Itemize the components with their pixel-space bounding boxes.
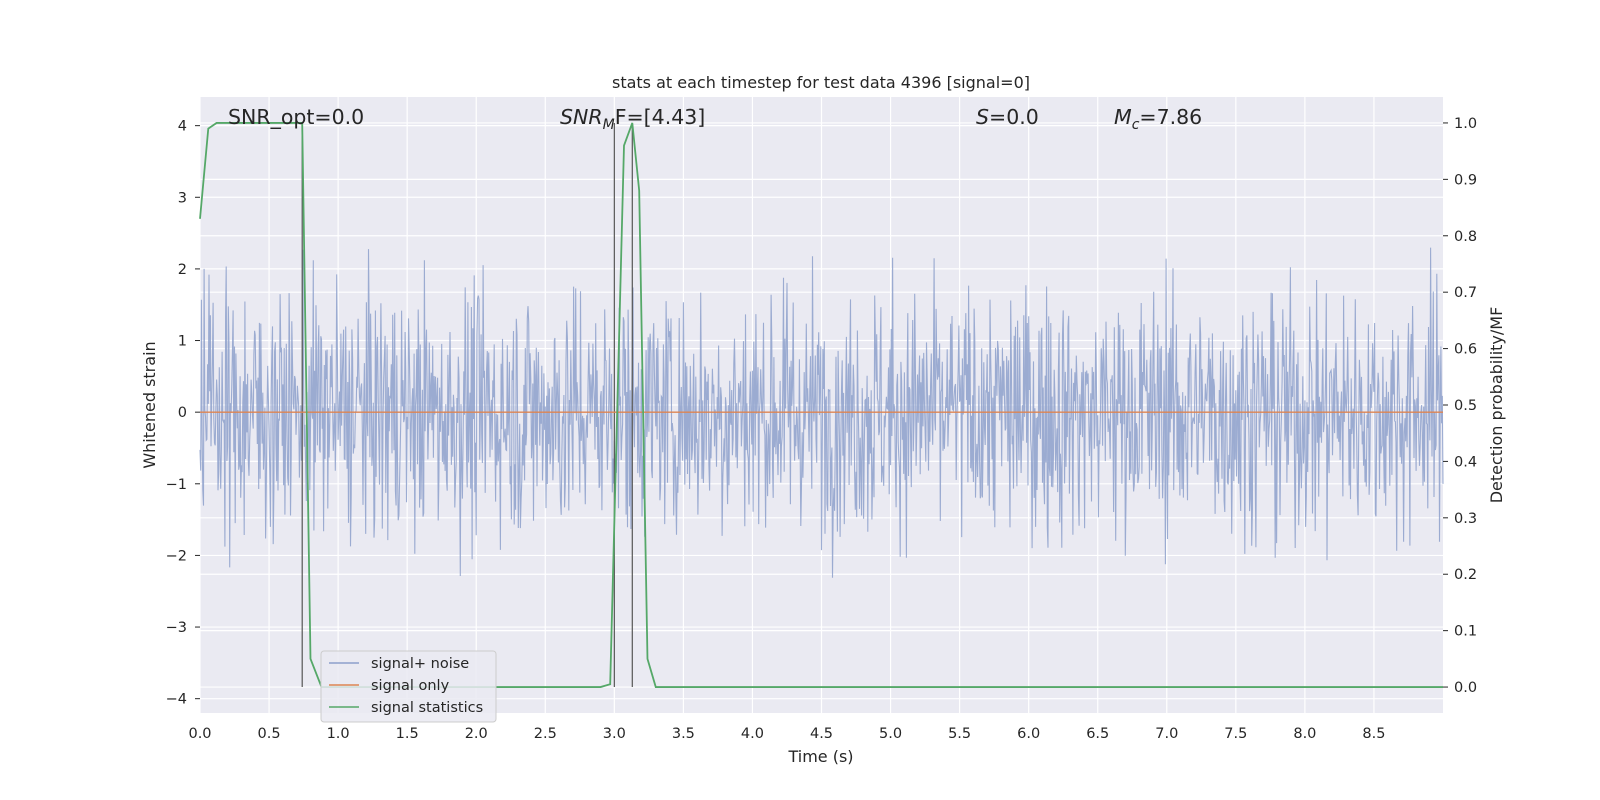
x-tick-label: 7.0 [1155, 726, 1178, 742]
y-right-tick-label: 0.2 [1454, 567, 1477, 583]
legend-label-signal-noise: signal+ noise [371, 656, 469, 672]
x-tick-label: 6.0 [1017, 726, 1040, 742]
s-value: =0.0 [989, 105, 1039, 129]
y-right-tick-label: 0.7 [1454, 285, 1477, 301]
x-tick-label: 4.5 [810, 726, 833, 742]
mc-value: =7.86 [1139, 105, 1202, 129]
x-tick-label: 7.5 [1224, 726, 1247, 742]
x-tick-label: 4.0 [741, 726, 764, 742]
y-tick-label: 3 [178, 190, 187, 206]
y-right-tick-label: 0.0 [1454, 680, 1477, 696]
x-tick-label: 2.0 [465, 726, 488, 742]
y-tick-label: −3 [166, 620, 187, 636]
x-tick-label: 2.5 [534, 726, 557, 742]
y-right-tick-label: 0.9 [1454, 172, 1477, 188]
x-tick-label: 1.5 [396, 726, 419, 742]
line-series-layer [199, 122, 1443, 688]
snr-mf-main: SNR [560, 105, 603, 129]
snr-opt-annotation: SNR_opt=0.0 [228, 105, 364, 130]
y-tick-label: −2 [166, 548, 187, 564]
x-tick-label: 5.5 [948, 726, 971, 742]
y-tick-label: 1 [178, 334, 187, 350]
x-tick-label: 3.0 [603, 726, 626, 742]
mc-sub: c [1132, 117, 1140, 133]
y-right-tick-label: 0.6 [1454, 342, 1477, 358]
x-tick-label: 3.5 [672, 726, 695, 742]
signal-plus-noise-series [199, 247, 1444, 578]
signal-plus-noise-line [199, 247, 1444, 578]
snr-mf-annotation: SNRMF=[4.43] [560, 105, 705, 133]
y-tick-label: 0 [178, 405, 187, 421]
snr-mf-rest: F=[4.43] [615, 105, 706, 129]
mc-main: M [1114, 105, 1132, 129]
y-right-tick-label: 0.3 [1454, 511, 1477, 527]
legend-label-signal-statistics: signal statistics [371, 700, 483, 716]
x-tick-label: 6.5 [1086, 726, 1109, 742]
snr-mf-sub: M [603, 117, 615, 133]
legend: signal+ noise signal only signal statist… [320, 650, 497, 723]
legend-label-signal-only: signal only [371, 678, 450, 694]
y-tick-label: −4 [166, 692, 187, 708]
y-tick-label: 2 [178, 262, 187, 278]
x-tick-label: 5.0 [879, 726, 902, 742]
s-symbol: S [976, 105, 989, 129]
y-right-tick-label: 0.8 [1454, 229, 1477, 245]
legend-box [320, 650, 497, 723]
y-right-tick-label: 1.0 [1454, 116, 1477, 132]
x-tick-label: 8.0 [1293, 726, 1316, 742]
mc-annotation: Mc=7.86 [1114, 105, 1202, 133]
x-tick-label: 1.0 [327, 726, 350, 742]
y-tick-label: −1 [166, 477, 187, 493]
x-axis-label: Time (s) [787, 747, 853, 766]
y-axis-label: Whitened strain [140, 341, 159, 468]
signal-statistics-line [199, 122, 1443, 688]
y-right-tick-label: 0.1 [1454, 624, 1477, 640]
y-right-tick-label: 0.5 [1454, 398, 1477, 414]
y-right-tick-label: 0.4 [1454, 454, 1477, 470]
y-tick-label: 4 [178, 119, 187, 135]
x-tick-label: 0.0 [188, 726, 211, 742]
vertical-markers [301, 122, 633, 688]
x-tick-label: 0.5 [258, 726, 281, 742]
tick-labels: 0.0 0.5 1.0 1.5 2.0 2.5 3.0 3.5 4.0 4.5 5.0 5.5 6.0 6… [166, 116, 1477, 742]
s-annotation: S=0.0 [976, 105, 1039, 129]
chart-title: stats at each timestep for test data 439… [612, 73, 1030, 92]
x-tick-label: 8.5 [1362, 726, 1385, 742]
y-right-axis-label: Detection probability/MF [1487, 307, 1506, 504]
